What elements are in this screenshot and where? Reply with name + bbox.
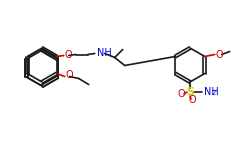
Text: O: O — [216, 50, 223, 60]
Text: O: O — [188, 95, 196, 105]
Text: O: O — [177, 89, 185, 99]
Text: NH: NH — [97, 48, 112, 57]
Text: 2: 2 — [212, 90, 216, 96]
Text: O: O — [65, 51, 72, 60]
Text: S: S — [186, 87, 194, 97]
Text: NH: NH — [204, 87, 219, 97]
Text: O: O — [66, 70, 73, 81]
